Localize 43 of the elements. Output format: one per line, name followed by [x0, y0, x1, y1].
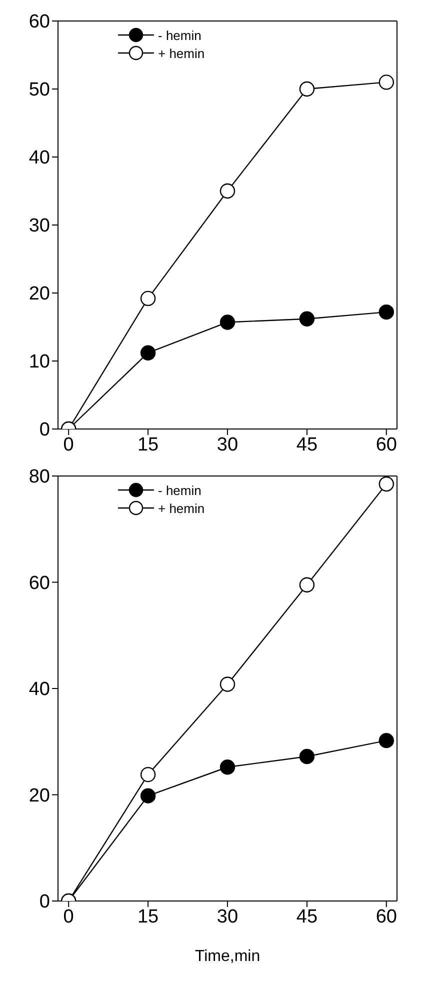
legend-label: - hemin — [158, 28, 202, 42]
y-tick-label: 30 — [28, 216, 50, 237]
point — [299, 748, 315, 764]
y-tick-label: 10 — [28, 352, 50, 373]
point — [140, 290, 156, 306]
y-tick-label: 40 — [28, 679, 50, 700]
y-tick-label: 60 — [28, 12, 50, 33]
legend-label: + hemin — [158, 46, 205, 60]
point — [378, 304, 394, 320]
legend-label: - hemin — [158, 482, 202, 498]
y-tick-label: 50 — [28, 80, 50, 101]
x-tick-label: 60 — [376, 906, 397, 928]
x-tick-label: 45 — [296, 434, 318, 456]
x-tick-label: 30 — [216, 434, 238, 456]
y-tick-label: 20 — [28, 284, 50, 305]
x-tick-label: 15 — [137, 906, 159, 928]
point — [299, 577, 315, 593]
point — [378, 74, 394, 90]
point — [220, 676, 236, 692]
point — [220, 314, 236, 330]
legend-label: + hemin — [158, 500, 205, 516]
x-axis-title: Time,min — [194, 948, 260, 965]
x-tick-label: 15 — [137, 434, 159, 456]
y-tick-label: 0 — [39, 892, 50, 913]
point — [299, 81, 315, 97]
point — [220, 183, 236, 199]
point — [299, 311, 315, 326]
x-tick-label: 60 — [376, 434, 397, 456]
point — [140, 788, 156, 804]
y-tick-label: 60 — [28, 572, 50, 594]
y-tick-label: 20 — [28, 785, 50, 806]
point — [378, 732, 394, 748]
y-tick-label: 40 — [28, 148, 50, 169]
x-tick-label: 45 — [296, 906, 318, 928]
x-tick-label: 0 — [63, 906, 74, 928]
point — [220, 760, 236, 775]
point — [140, 766, 156, 782]
x-tick-label: 0 — [63, 434, 74, 456]
point — [378, 476, 394, 492]
x-tick-label: 30 — [216, 906, 238, 928]
y-tick-label: 0 — [39, 420, 50, 441]
point — [140, 345, 156, 360]
y-tick-label: 80 — [28, 466, 50, 488]
